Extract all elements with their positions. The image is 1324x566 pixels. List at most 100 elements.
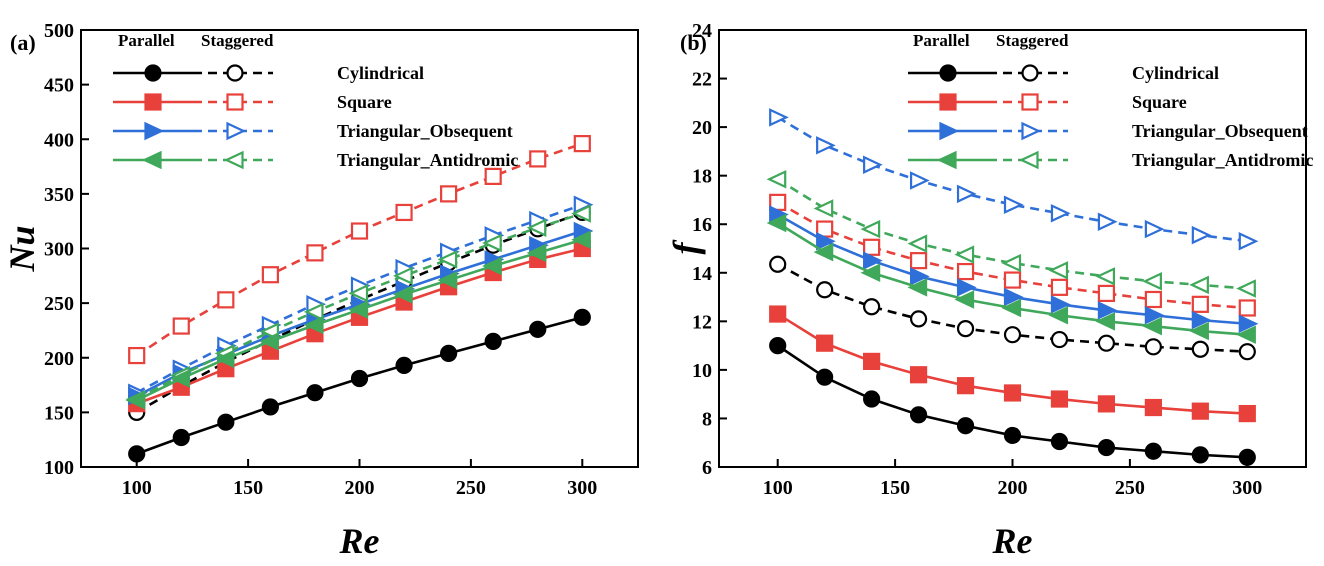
point-triangular-antidromic-parallel — [1001, 298, 1022, 318]
x-tick-label: 250 — [1115, 477, 1145, 499]
y-tick-label: 450 — [44, 75, 74, 97]
point-cylindrical-parallel — [1191, 446, 1209, 464]
series-line-cylindrical-staggered — [136, 211, 583, 414]
point-square-staggered — [1003, 271, 1022, 289]
x-tick-label: 250 — [456, 477, 486, 499]
x-tick-label: 100 — [122, 477, 152, 499]
legend-label-triangular-obsequent: Triangular_Obsequent — [337, 121, 513, 141]
point-triangular-antidromic-staggered — [860, 219, 881, 239]
point-square-staggered — [1238, 299, 1256, 317]
point-triangular-obsequent-staggered — [1003, 195, 1024, 215]
y-tick-label: 12 — [692, 311, 712, 333]
point-square-parallel — [1003, 384, 1022, 402]
panel-label: (b) — [680, 30, 707, 55]
point-triangular-obsequent-staggered — [816, 136, 836, 155]
y-tick-label: 100 — [44, 457, 74, 479]
point-square-staggered — [261, 266, 279, 284]
legend-marker-triangular-obsequent-parallel — [939, 121, 960, 141]
point-cylindrical-parallel — [956, 417, 975, 435]
point-triangular-antidromic-parallel — [766, 213, 787, 233]
point-triangular-obsequent-parallel — [1191, 310, 1212, 330]
legend-label-triangular-antidromic: Triangular_Antidromic — [1132, 150, 1313, 170]
point-cylindrical-staggered — [1191, 340, 1209, 358]
point-square-staggered — [172, 317, 190, 335]
point-square-staggered — [909, 252, 928, 270]
point-triangular-obsequent-staggered — [1238, 231, 1259, 251]
point-triangular-obsequent-parallel — [1097, 301, 1118, 320]
point-triangular-antidromic-parallel — [437, 270, 458, 290]
point-cylindrical-parallel — [484, 332, 502, 350]
panel-label: (a) — [10, 30, 36, 55]
point-triangular-antidromic-staggered — [1048, 261, 1069, 280]
point-cylindrical-parallel — [217, 413, 235, 431]
panel-a: 100 150 200 250 300 100 150 200 250 300 350 400 450 5… — [2, 20, 639, 561]
point-cylindrical-parallel — [769, 337, 787, 355]
legend-header-parallel: Parallel — [913, 31, 970, 50]
series-line-triangular-obsequent-staggered — [777, 116, 1248, 243]
point-triangular-antidromic-parallel — [1236, 325, 1256, 344]
y-tick-label: 20 — [692, 117, 712, 139]
y-tick-label: 350 — [44, 184, 74, 206]
point-square-staggered — [217, 291, 235, 309]
x-tick-label: 150 — [233, 477, 263, 499]
point-triangular-antidromic-staggered — [1236, 279, 1256, 298]
point-cylindrical-parallel — [1097, 438, 1116, 457]
point-triangular-obsequent-parallel — [863, 251, 883, 270]
point-triangular-obsequent-parallel — [1144, 306, 1165, 325]
panel-b: 100 150 200 250 300 6 8 10 12 14 16 18 20 22 24 Re f (b) P… — [666, 20, 1313, 561]
point-square-parallel — [1191, 402, 1209, 420]
point-square-staggered — [395, 203, 413, 222]
x-axis-title: Re — [992, 521, 1033, 561]
point-square-parallel — [863, 352, 881, 370]
point-cylindrical-parallel — [1238, 448, 1256, 466]
y-tick-label: 6 — [702, 457, 712, 479]
point-triangular-antidromic-staggered — [1189, 275, 1209, 295]
point-cylindrical-parallel — [863, 390, 881, 408]
point-cylindrical-parallel — [529, 320, 547, 338]
series-line-triangular-antidromic-staggered — [777, 178, 1248, 290]
point-triangular-antidromic-parallel — [303, 315, 324, 335]
legend-label-square: Square — [337, 92, 392, 112]
legend-header-staggered: Staggered — [201, 31, 274, 50]
x-tick-label: 300 — [1232, 477, 1262, 499]
legend-marker-triangular-antidromic-staggered — [1018, 150, 1039, 170]
point-triangular-obsequent-staggered — [909, 171, 930, 190]
point-cylindrical-staggered — [1097, 334, 1116, 352]
point-triangular-antidromic-parallel — [526, 243, 547, 263]
point-cylindrical-parallel — [172, 428, 190, 447]
x-tick-label: 300 — [567, 477, 597, 499]
point-triangular-obsequent-parallel — [1050, 295, 1071, 314]
legend: Parallel Staggered Cylindrical Square Triang… — [908, 31, 1313, 170]
point-square-staggered — [484, 167, 502, 185]
point-cylindrical-staggered — [1144, 338, 1162, 356]
point-triangular-antidromic-parallel — [392, 285, 413, 304]
x-tick-label: 150 — [880, 477, 910, 499]
point-cylindrical-staggered — [816, 281, 834, 299]
point-triangular-obsequent-staggered — [956, 184, 977, 204]
legend: Parallel Staggered Cylindrical Square Triang… — [113, 31, 518, 170]
x-tick-label: 200 — [345, 477, 375, 499]
point-square-staggered — [1097, 284, 1116, 303]
point-triangular-antidromic-staggered — [526, 218, 547, 237]
point-triangular-obsequent-parallel — [1003, 287, 1024, 307]
point-square-staggered — [306, 244, 324, 262]
point-square-parallel — [1144, 398, 1162, 417]
legend-label-triangular-antidromic: Triangular_Antidromic — [337, 150, 518, 170]
point-cylindrical-parallel — [1003, 426, 1022, 445]
legend-marker-cylindrical-staggered — [226, 64, 244, 82]
point-square-staggered — [863, 238, 881, 256]
x-axis-title: Re — [339, 521, 380, 561]
point-triangular-antidromic-parallel — [170, 369, 190, 388]
point-triangular-antidromic-parallel — [954, 290, 975, 309]
legend-marker-cylindrical-parallel — [144, 64, 162, 82]
legend-label-cylindrical: Cylindrical — [1132, 63, 1219, 83]
y-axis-title: Nu — [2, 225, 42, 272]
point-cylindrical-staggered — [1238, 343, 1256, 361]
point-square-parallel — [769, 305, 787, 323]
y-tick-label: 22 — [692, 69, 712, 91]
legend-marker-triangular-obsequent-parallel — [144, 121, 165, 141]
y-tick-label: 500 — [44, 20, 74, 42]
point-triangular-antidromic-staggered — [1142, 272, 1162, 291]
legend-marker-square-parallel — [939, 93, 957, 111]
